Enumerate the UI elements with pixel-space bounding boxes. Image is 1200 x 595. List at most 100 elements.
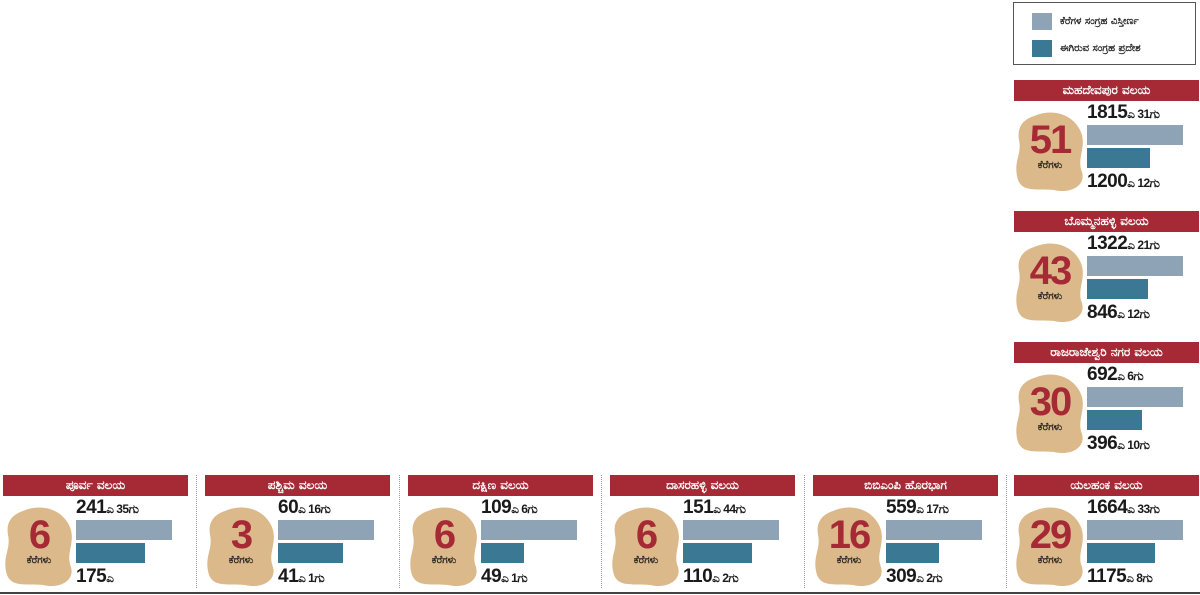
total-unit: ಎ 35ಗು	[106, 502, 139, 516]
lake-count-unit: ಕೆರೆಗಳು	[431, 555, 457, 566]
total-area-bar	[1087, 520, 1183, 540]
zone-card: ಬೊಮ್ಮನಹಳ್ಳಿ ವಲಯ 43 ಕೆರೆಗಳು 1322ಎ 21ಗು 846ಎ 1…	[1014, 211, 1199, 326]
current-unit: ಎ 10ಗು	[1117, 438, 1150, 452]
current-area-label: 1175ಎ 8ಗು	[1087, 566, 1153, 588]
lake-count-unit: ಕೆರೆಗಳು	[228, 555, 254, 566]
total-acres: 60	[278, 497, 299, 518]
current-area-bar	[1087, 543, 1155, 563]
current-area-label: 41ಎ 1ಗು	[278, 566, 325, 588]
current-area-bar	[278, 543, 343, 563]
total-acres: 241	[76, 497, 107, 518]
baseline-divider	[0, 592, 1200, 594]
current-unit: ಎ 2ಗು	[712, 571, 739, 585]
current-area-bar	[76, 543, 145, 563]
current-acres: 49	[481, 566, 502, 587]
total-area-label: 241ಎ 35ಗು	[76, 497, 139, 519]
current-area-label: 309ಎ 2ಗು	[886, 566, 943, 588]
current-acres: 396	[1087, 433, 1118, 454]
total-area-label: 1322ಎ 21ಗು	[1087, 233, 1160, 255]
lake-blob-shape	[813, 505, 885, 587]
card-separator	[1006, 475, 1007, 588]
current-area-bar	[886, 543, 939, 563]
total-unit: ಎ 33ಗು	[1127, 502, 1160, 516]
current-area-label: 49ಎ 1ಗು	[481, 566, 528, 588]
lake-count: 51	[1029, 118, 1073, 162]
zone-card: ದಾಸರಹಳ್ಳಿ ವಲಯ 6 ಕೆರೆಗಳು 151ಎ 44ಗು 110ಎ 2ಗು	[610, 475, 795, 590]
lake-count: 43	[1029, 249, 1073, 293]
total-unit: ಎ 44ಗು	[713, 502, 746, 516]
lake-blob-shape	[1014, 505, 1086, 587]
total-area-bar	[1087, 125, 1183, 145]
lake-blob-shape	[408, 505, 480, 587]
current-area-bar	[1087, 279, 1148, 299]
zone-card: ದಕ್ಷಿಣ ವಲಯ 6 ಕೆರೆಗಳು 109ಎ 6ಗು 49ಎ 1ಗು	[408, 475, 593, 590]
legend-item-current: ಈಗಿರುವ ಸಂಗ್ರಹ ಪ್ರದೇಶ	[1032, 40, 1141, 57]
total-unit: ಎ 21ಗು	[1127, 238, 1160, 252]
current-acres: 1175	[1087, 566, 1127, 587]
zone-title: ಬೊಮ್ಮನಹಳ್ಳಿ ವಲಯ	[1014, 211, 1199, 232]
total-unit: ಎ 6ಗು	[1117, 369, 1144, 383]
total-acres: 692	[1087, 364, 1118, 385]
total-acres: 1815	[1087, 102, 1128, 123]
current-area-bar	[683, 543, 752, 563]
zone-title: ಬಿಬಿಎಂಪಿ ಹೊರಭಾಗ	[813, 475, 998, 496]
lake-count-unit: ಕೆರೆಗಳು	[1037, 555, 1063, 566]
legend-swatch-total	[1032, 13, 1052, 30]
lake-count: 29	[1029, 513, 1073, 557]
lake-blob-shape	[3, 505, 75, 587]
lake-blob-shape	[1014, 372, 1086, 454]
current-unit: ಎ 1ಗು	[501, 571, 528, 585]
card-separator	[601, 475, 602, 588]
zone-title: ರಾಜರಾಜೇಶ್ವರಿ ನಗರ ವಲಯ	[1014, 342, 1199, 363]
total-area-bar	[683, 520, 779, 540]
total-acres: 1664	[1087, 497, 1128, 518]
total-area-bar	[886, 520, 982, 540]
total-unit: ಎ 17ಗು	[916, 502, 949, 516]
current-acres: 110	[683, 566, 713, 587]
current-unit: ಎ 1ಗು	[298, 571, 325, 585]
total-acres: 109	[481, 497, 512, 518]
lake-count-unit: ಕೆರೆಗಳು	[1037, 422, 1063, 433]
total-acres: 1322	[1087, 233, 1128, 254]
lake-blob-shape	[1014, 241, 1086, 323]
current-area-label: 396ಎ 10ಗು	[1087, 433, 1150, 455]
current-acres: 175	[76, 566, 107, 587]
current-unit: ಎ 12ಗು	[1127, 176, 1160, 190]
total-area-bar	[278, 520, 374, 540]
card-separator	[399, 475, 400, 588]
zone-card: ಪಶ್ಚಿಮ ವಲಯ 3 ಕೆರೆಗಳು 60ಎ 16ಗು 41ಎ 1ಗು	[205, 475, 390, 590]
zone-card: ರಾಜರಾಜೇಶ್ವರಿ ನಗರ ವಲಯ 30 ಕೆರೆಗಳು 692ಎ 6ಗು 396…	[1014, 342, 1199, 457]
lake-count-unit: ಕೆರೆಗಳು	[836, 555, 862, 566]
total-unit: ಎ 31ಗು	[1127, 107, 1160, 121]
lake-count: 6	[28, 513, 51, 557]
total-acres: 559	[886, 497, 917, 518]
lake-count-unit: ಕೆರೆಗಳು	[1037, 291, 1063, 302]
legend-label-total: ಕೆರೆಗಳ ಸಂಗ್ರಹ ವಿಸ್ತೀರ್ಣ	[1060, 16, 1139, 27]
zone-card: ಯಲಹಂಕ ವಲಯ 29 ಕೆರೆಗಳು 1664ಎ 33ಗು 1175ಎ 8ಗು	[1014, 475, 1199, 590]
legend-item-total: ಕೆರೆಗಳ ಸಂಗ್ರಹ ವಿಸ್ತೀರ್ಣ	[1032, 13, 1139, 30]
total-area-bar	[1087, 387, 1183, 407]
zone-card: ಪೂರ್ವ ವಲಯ 6 ಕೆರೆಗಳು 241ಎ 35ಗು 175ಎ	[3, 475, 188, 590]
lake-blob-shape	[610, 505, 682, 587]
current-acres: 41	[278, 566, 299, 587]
total-area-bar	[1087, 256, 1183, 276]
current-unit: ಎ 8ಗು	[1126, 571, 1153, 585]
current-unit: ಎ 2ಗು	[916, 571, 943, 585]
zone-title: ದಕ್ಷಿಣ ವಲಯ	[408, 475, 593, 496]
current-area-bar	[481, 543, 524, 563]
lake-count: 16	[828, 513, 872, 557]
total-acres: 151	[683, 497, 714, 518]
card-separator	[196, 475, 197, 588]
current-area-label: 110ಎ 2ಗು	[683, 566, 739, 588]
lake-count: 6	[433, 513, 456, 557]
total-area-bar	[481, 520, 577, 540]
legend-swatch-current	[1032, 40, 1052, 57]
lake-count-unit: ಕೆರೆಗಳು	[1037, 160, 1063, 171]
total-area-label: 1815ಎ 31ಗು	[1087, 102, 1160, 124]
lake-count: 6	[635, 513, 658, 557]
card-separator	[804, 475, 805, 588]
total-area-label: 559ಎ 17ಗು	[886, 497, 949, 519]
zone-title: ಮಹದೇವಪುರ ವಲಯ	[1014, 80, 1199, 101]
zone-title: ಯಲಹಂಕ ವಲಯ	[1014, 475, 1199, 496]
zone-card: ಮಹದೇವಪುರ ವಲಯ 51 ಕೆರೆಗಳು 1815ಎ 31ಗು 1200ಎ 12ಗ…	[1014, 80, 1199, 195]
